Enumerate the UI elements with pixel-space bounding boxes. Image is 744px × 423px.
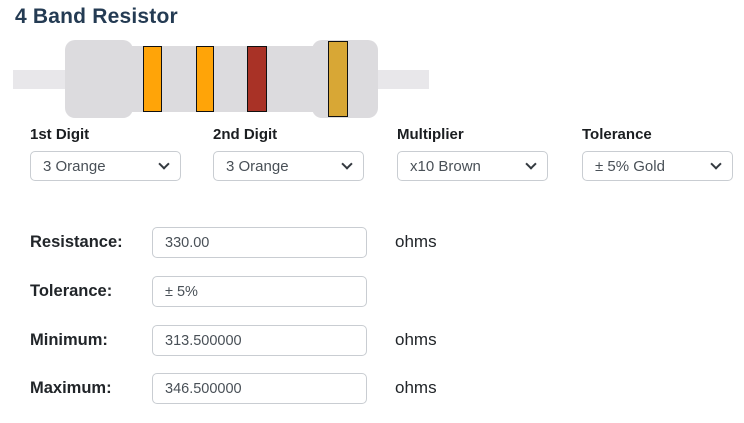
label-1st-digit: 1st Digit bbox=[30, 126, 90, 143]
select-1st-digit-wrap: 3 Orange bbox=[30, 151, 181, 181]
label-2nd-digit: 2nd Digit bbox=[213, 126, 278, 143]
select-tolerance[interactable]: ± 5% Gold bbox=[582, 151, 733, 181]
select-tolerance-wrap: ± 5% Gold bbox=[582, 151, 733, 181]
label-multiplier: Multiplier bbox=[397, 126, 464, 143]
minimum-unit: ohms bbox=[395, 330, 437, 349]
select-multiplier-wrap: x10 Brown bbox=[397, 151, 548, 181]
band-multiplier bbox=[247, 46, 267, 112]
band-tolerance bbox=[328, 41, 348, 117]
maximum-unit: ohms bbox=[395, 378, 437, 397]
resistor-body-left-cap bbox=[65, 40, 133, 118]
tolerance-label: Tolerance: bbox=[30, 282, 113, 300]
select-1st-digit[interactable]: 3 Orange bbox=[30, 151, 181, 181]
minimum-label: Minimum: bbox=[30, 331, 108, 349]
band-1st-digit bbox=[143, 46, 162, 112]
minimum-input[interactable] bbox=[152, 325, 367, 356]
tolerance-input[interactable] bbox=[152, 276, 367, 307]
resistance-unit: ohms bbox=[395, 232, 437, 251]
page-title: 4 Band Resistor bbox=[15, 5, 178, 28]
select-multiplier[interactable]: x10 Brown bbox=[397, 151, 548, 181]
maximum-input[interactable] bbox=[152, 373, 367, 404]
band-2nd-digit bbox=[196, 46, 214, 112]
resistance-input[interactable] bbox=[152, 227, 367, 258]
select-2nd-digit[interactable]: 3 Orange bbox=[213, 151, 364, 181]
select-2nd-digit-wrap: 3 Orange bbox=[213, 151, 364, 181]
label-tolerance: Tolerance bbox=[582, 126, 652, 143]
maximum-label: Maximum: bbox=[30, 379, 112, 397]
resistance-label: Resistance: bbox=[30, 233, 123, 251]
